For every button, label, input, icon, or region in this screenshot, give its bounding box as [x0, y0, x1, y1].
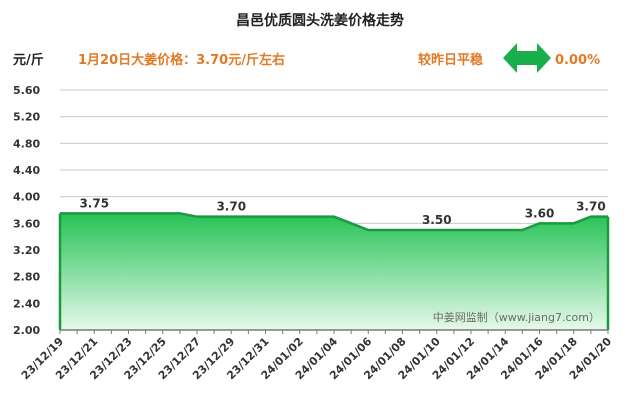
data-label: 3.75 — [79, 196, 109, 210]
double-arrow-icon — [503, 43, 551, 73]
headline-price: 1月20日大姜价格：3.70元/斤左右 — [78, 52, 285, 68]
comparison-value: 0.00% — [555, 53, 600, 68]
x-axis-ticks: 23/12/1923/12/2123/12/2323/12/2523/12/27… — [19, 335, 615, 383]
data-labels: 3.75 3.70 3.50 3.60 3.70 — [79, 196, 605, 227]
series-line — [60, 212, 608, 232]
y-tick-label: 2.40 — [13, 297, 40, 310]
y-tick-label: 5.20 — [13, 111, 40, 124]
data-label: 3.60 — [525, 206, 555, 220]
y-tick-label: 3.20 — [13, 244, 40, 257]
y-tick-label: 4.40 — [13, 164, 40, 177]
y-tick-label: 5.60 — [13, 84, 40, 97]
y-axis-ticks: 5.60 5.20 4.80 4.40 4.00 3.60 3.20 2.80 2.40 2.00 — [13, 84, 40, 337]
y-tick-label: 4.00 — [13, 191, 40, 204]
y-tick-label: 2.00 — [13, 324, 40, 337]
watermark: 中姜网监制（www.jiang7.com） — [433, 310, 600, 324]
comparison-label: 较昨日平稳 — [418, 52, 483, 68]
area-series — [58, 212, 610, 330]
y-tick-label: 3.60 — [13, 217, 40, 230]
y-tick-label: 2.80 — [13, 271, 40, 284]
y-tick-label: 4.80 — [13, 137, 40, 150]
unit-label: 元/斤 — [13, 52, 44, 68]
chart-title: 昌邑优质圆头洗姜价格走势 — [236, 12, 404, 29]
data-label: 3.70 — [216, 200, 246, 214]
data-label: 3.50 — [422, 213, 452, 227]
axes — [59, 329, 609, 334]
area-fill — [60, 213, 608, 330]
data-label: 3.70 — [576, 200, 606, 214]
